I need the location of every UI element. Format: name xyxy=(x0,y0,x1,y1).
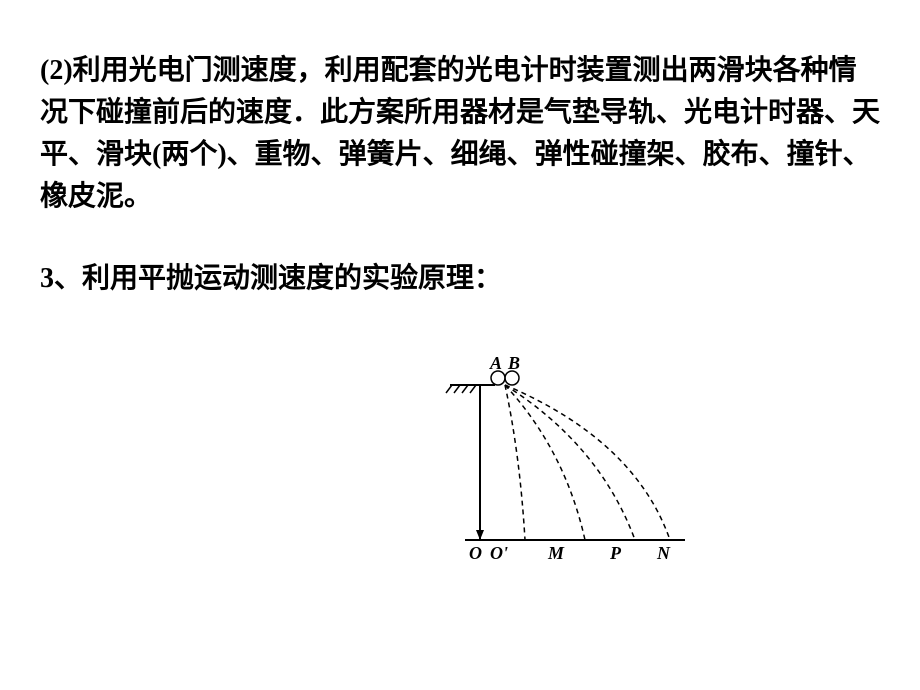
hatch-line xyxy=(462,385,468,393)
label-n: N xyxy=(657,543,670,564)
paragraph-method-description: (2)利用光电门测速度，利用配套的光电计时装置测出两滑块各种情况下碰撞前后的速度… xyxy=(40,50,880,218)
hatch-line xyxy=(470,385,476,393)
label-m: M xyxy=(548,543,564,564)
trajectory-4 xyxy=(505,385,670,540)
label-o: O xyxy=(469,543,482,564)
label-oprime: O' xyxy=(490,543,508,564)
projectile-diagram: A B O O' M P N xyxy=(420,355,700,570)
trajectory-2 xyxy=(505,385,585,540)
hatch-line xyxy=(446,385,452,393)
label-b: B xyxy=(508,353,520,374)
hatch-line xyxy=(454,385,460,393)
trajectory-1 xyxy=(505,385,525,540)
section-heading: 3、利用平抛运动测速度的实验原理： xyxy=(40,258,880,300)
label-p: P xyxy=(610,543,621,564)
label-a: A xyxy=(490,353,502,374)
plumb-arrow xyxy=(476,530,484,540)
diagram-svg xyxy=(420,355,700,570)
